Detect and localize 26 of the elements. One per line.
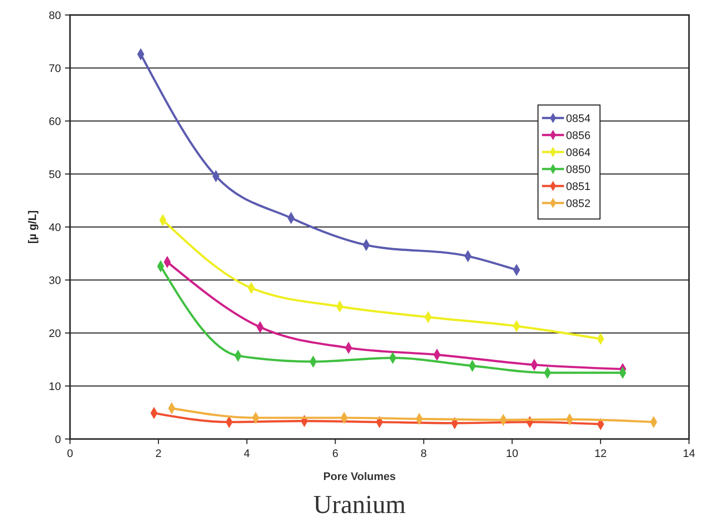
legend-label: 0852 [566, 198, 590, 210]
legend-label: 0850 [566, 164, 590, 176]
x-tick-label: 2 [155, 448, 162, 460]
legend-label: 0854 [566, 113, 590, 125]
y-tick-label: 0 [54, 434, 61, 446]
y-tick-label: 20 [48, 328, 61, 340]
x-tick-label: 0 [66, 448, 74, 460]
y-tick-label: 70 [48, 63, 61, 75]
x-tick-label: 4 [244, 448, 250, 460]
x-tick-label: 6 [332, 448, 338, 460]
y-axis-title: [µ g/L] [27, 210, 39, 244]
legend-label: 0851 [566, 181, 590, 193]
y-tick-label: 50 [48, 169, 61, 181]
legend-label: 0864 [566, 147, 590, 159]
x-axis-title: Pore Volumes [323, 471, 396, 483]
x-tick-label: 10 [506, 448, 518, 460]
x-tick-label: 14 [682, 448, 696, 460]
x-tick-label: 8 [420, 448, 427, 460]
y-tick-label: 60 [48, 116, 61, 128]
legend-label: 0856 [566, 130, 590, 142]
y-tick-label: 30 [48, 275, 61, 287]
y-tick-label: 40 [48, 222, 61, 234]
y-tick-label: 80 [48, 10, 61, 22]
x-tick-label: 12 [594, 448, 607, 460]
text: Uranium [313, 490, 406, 519]
y-tick-label: 10 [48, 381, 61, 393]
